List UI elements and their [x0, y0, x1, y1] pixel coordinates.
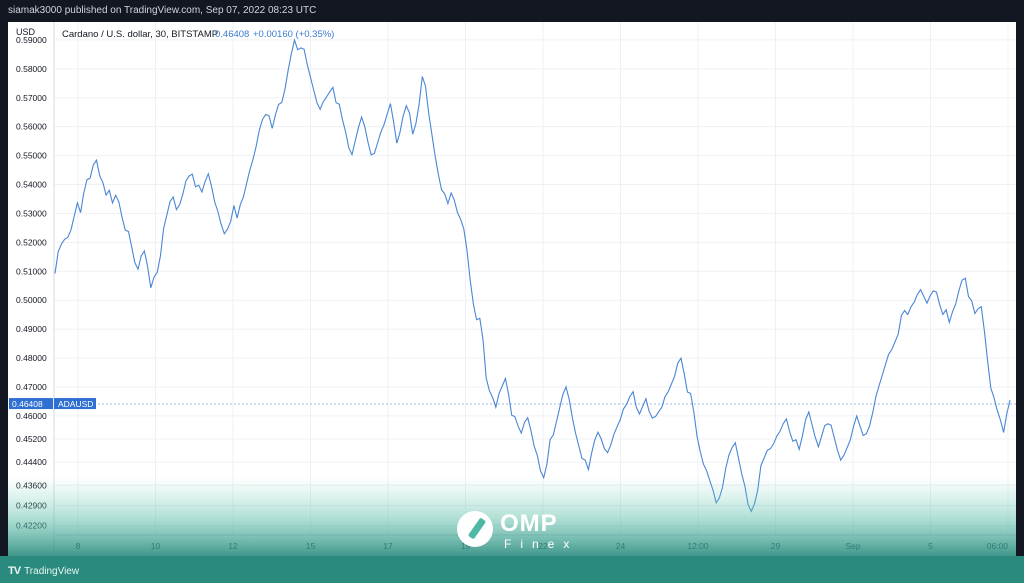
legend-price: 0.46408 [215, 29, 249, 40]
grid-lines [54, 22, 1016, 535]
legend-change: +0.00160 (+0.35%) [253, 29, 334, 40]
publisher-header: siamak3000 published on TradingView.com,… [8, 5, 317, 16]
y-tick-label: 0.49000 [16, 324, 47, 334]
y-tick-label: 0.46000 [16, 411, 47, 421]
last-price-value: 0.46408 [12, 399, 43, 409]
symbol-tag-label: ADAUSD [58, 399, 93, 409]
y-tick-label: 0.56000 [16, 122, 47, 132]
tradingview-logo-text: TradingView [24, 565, 80, 577]
y-tick-label: 0.48000 [16, 353, 47, 363]
y-tick-label: 0.54000 [16, 180, 47, 190]
y-axis-unit-label: USD [16, 27, 36, 37]
legend-symbol: Cardano / U.S. dollar, 30, BITSTAMP [62, 29, 218, 40]
watermark-finex: Finex [504, 537, 579, 551]
plot-area [54, 22, 1016, 556]
price-chart[interactable]: 0.59000 0.58000 0.57000 0.56000 0.55000 0.540… [8, 22, 1016, 556]
symbol-tag-bg [54, 398, 96, 410]
chart-panel: 0.59000 0.58000 0.57000 0.56000 0.55000 0.540… [8, 22, 1016, 556]
y-tick-label: 0.51000 [16, 266, 47, 276]
last-price-tag: 0.46408 ADAUSD [9, 398, 96, 410]
y-tick-label: 0.52000 [16, 237, 47, 247]
series-line-ada-usd [54, 38, 1011, 513]
tradingview-logo[interactable]: TV TradingView [8, 565, 79, 577]
y-axis-ticks: 0.59000 0.58000 0.57000 0.56000 0.55000 0.540… [16, 35, 47, 531]
y-tick-label: 0.59000 [16, 35, 47, 45]
footer-bar [0, 556, 1024, 583]
y-tick-label: 0.57000 [16, 93, 47, 103]
y-tick-label: 0.55000 [16, 151, 47, 161]
watermark-omp: OMP [500, 510, 558, 537]
y-tick-label: 0.50000 [16, 295, 47, 305]
y-tick-label: 0.47000 [16, 382, 47, 392]
y-tick-label: 0.58000 [16, 64, 47, 74]
tradingview-logo-icon: TV [8, 565, 21, 577]
last-price-tag-bg [9, 398, 53, 410]
watermark-gradient [8, 477, 1016, 556]
y-tick-label: 0.53000 [16, 208, 47, 218]
y-tick-label: 0.44400 [16, 457, 47, 467]
y-tick-label: 0.45200 [16, 434, 47, 444]
legend: Cardano / U.S. dollar, 30, BITSTAMP 0.46… [62, 29, 334, 40]
omp-logo-icon [457, 511, 493, 547]
